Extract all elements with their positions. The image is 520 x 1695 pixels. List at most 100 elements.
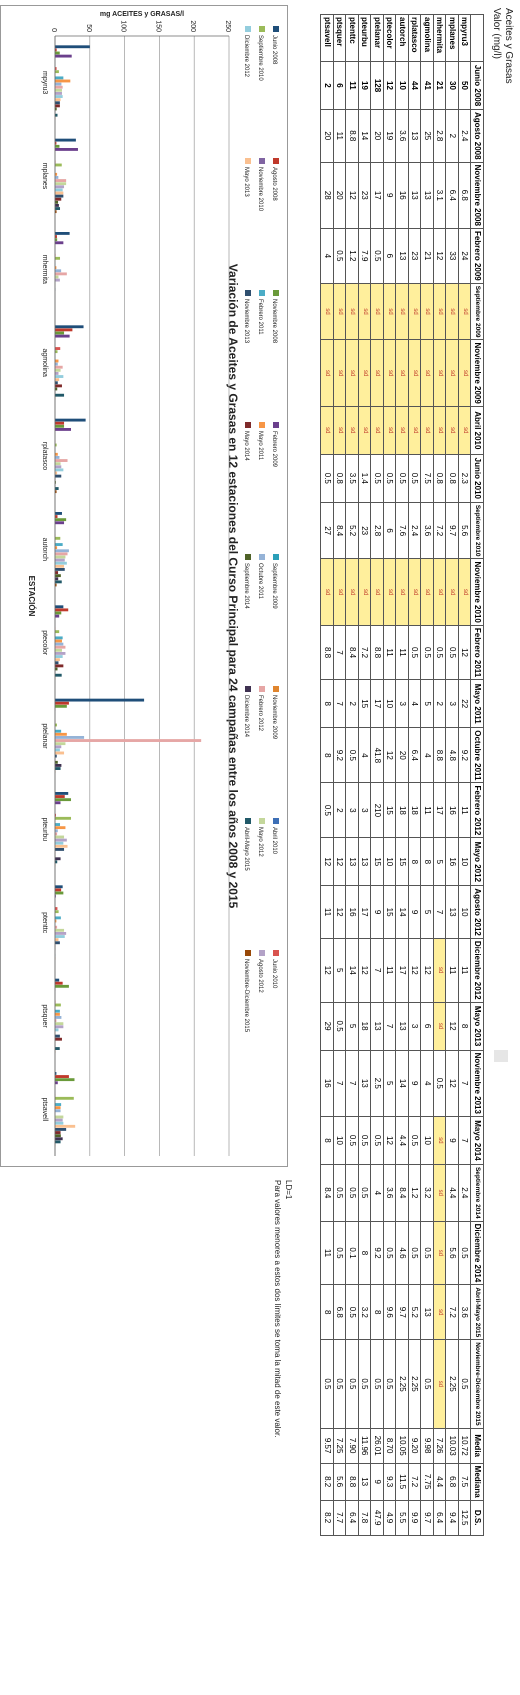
legend-label: Octubre 2011	[257, 563, 263, 600]
legend-label: Diciembre 2012	[243, 35, 249, 78]
value-cell: 16	[446, 837, 459, 886]
value-cell: 14	[358, 109, 371, 163]
bar	[55, 421, 65, 425]
value-cell: 10.05	[396, 1428, 409, 1464]
value-cell: 0.5	[333, 1339, 346, 1429]
value-cell: 6	[333, 61, 346, 110]
value-cell: 20	[371, 109, 384, 163]
value-cell: 0.5	[321, 782, 334, 838]
bar	[54, 1081, 58, 1085]
value-cell: 0.5	[371, 228, 384, 284]
value-cell: 12	[333, 885, 346, 939]
value-cell: 0.5	[321, 454, 334, 503]
bar	[55, 347, 61, 350]
value-cell: 7.8	[358, 1500, 371, 1536]
value-cell: 6.8	[446, 1463, 459, 1501]
x-tick-label: ptecolor	[41, 630, 48, 656]
bar	[55, 456, 60, 459]
station-cell: autorch	[396, 14, 409, 62]
bar	[54, 378, 60, 382]
value-cell: 8.70	[383, 1428, 396, 1464]
legend-label: Agosto 2008	[271, 167, 277, 201]
value-cell: 1.4	[358, 454, 371, 503]
column-header: Septiembre 2009	[471, 283, 484, 340]
x-tick-label: pteurbu	[41, 817, 48, 841]
bar	[55, 742, 66, 746]
bar	[55, 652, 66, 655]
legend-label: Mayo 2013	[243, 167, 249, 197]
station-cell: mpyru3	[458, 14, 471, 62]
value-cell: sd	[346, 283, 359, 340]
value-cell: 7.2	[358, 625, 371, 680]
value-cell: sd	[371, 558, 384, 626]
value-cell: 2.4	[408, 502, 421, 559]
bar	[54, 275, 59, 279]
value-cell: 15	[396, 837, 409, 886]
bar	[55, 907, 58, 910]
bar	[55, 384, 62, 388]
value-cell: 4	[321, 228, 334, 284]
value-cell: sd	[383, 339, 396, 407]
value-cell: 11	[321, 1221, 334, 1285]
value-cell: sd	[433, 1164, 446, 1222]
bar	[54, 278, 60, 282]
value-cell: 3	[396, 679, 409, 728]
value-cell: 12	[358, 938, 371, 1003]
bar	[54, 938, 59, 942]
value-cell: 5	[333, 938, 346, 1003]
column-header: Mayo 2013	[471, 1002, 484, 1051]
legend-label: Septiembre 2009	[271, 563, 277, 609]
table-row: ptenttc 11 8.8 12 1.2 sd sd sd 3.5 5.2 sd 8.4 2 0.5 3 1…	[346, 14, 359, 1536]
value-cell: sd	[333, 406, 346, 455]
value-cell: sd	[433, 406, 446, 455]
legend-swatch	[245, 290, 251, 296]
legend-label: Diciembre 2014	[243, 695, 249, 738]
value-cell: 0.8	[433, 454, 446, 503]
legend-label: Septiembre 2014	[243, 563, 249, 609]
bar	[55, 664, 64, 668]
bar	[54, 372, 59, 375]
table-row: ptecolor 12 19 9 6 sd sd sd 0.5 6 sd 11 10 12 15 10 15 11…	[383, 14, 396, 1536]
value-cell: 8.4	[321, 1164, 334, 1222]
bar	[54, 801, 61, 805]
value-cell: 9.20	[408, 1428, 421, 1464]
value-cell: sd	[383, 283, 396, 340]
value-cell: 3.1	[433, 162, 446, 229]
bar	[54, 549, 69, 553]
value-cell: sd	[358, 558, 371, 626]
value-cell: 16	[446, 782, 459, 838]
bar	[54, 941, 60, 945]
value-cell: 9	[371, 1463, 384, 1501]
bar	[54, 792, 69, 795]
bar	[54, 101, 60, 105]
value-cell: 11	[458, 938, 471, 1003]
value-cell: sd	[433, 1284, 446, 1340]
value-cell: 6.4	[433, 1500, 446, 1536]
value-cell: 8	[408, 837, 421, 886]
bar	[54, 238, 58, 242]
value-cell: 2.4	[458, 109, 471, 163]
bar	[55, 188, 63, 192]
bar	[55, 555, 66, 559]
value-cell: 8	[321, 1116, 334, 1165]
value-cell: 4.4	[433, 1463, 446, 1501]
value-cell: 3.6	[458, 1284, 471, 1340]
value-cell: sd	[421, 406, 434, 455]
bar	[54, 381, 58, 385]
legend-swatch	[273, 818, 279, 824]
table-row: mpyru3 50 2.4 6.8 24 sd sd sd 2.3 5.6 sd 12 22 9.2 11 1…	[458, 14, 471, 1536]
bar	[55, 574, 61, 578]
bar	[55, 272, 67, 276]
value-cell: 8.8	[433, 727, 446, 783]
value-cell: 10	[383, 837, 396, 886]
bar	[55, 365, 63, 369]
column-header: Junio 2008	[471, 61, 484, 110]
x-tick-label: ptenttc	[41, 912, 48, 934]
legend-swatch	[273, 422, 279, 428]
value-cell: sd	[446, 339, 459, 407]
value-cell: 11	[421, 782, 434, 838]
legend-label: Febrero 2011	[257, 299, 263, 335]
value-cell: 7.2	[408, 1463, 421, 1501]
value-cell: 22	[458, 679, 471, 728]
bar	[55, 176, 59, 179]
